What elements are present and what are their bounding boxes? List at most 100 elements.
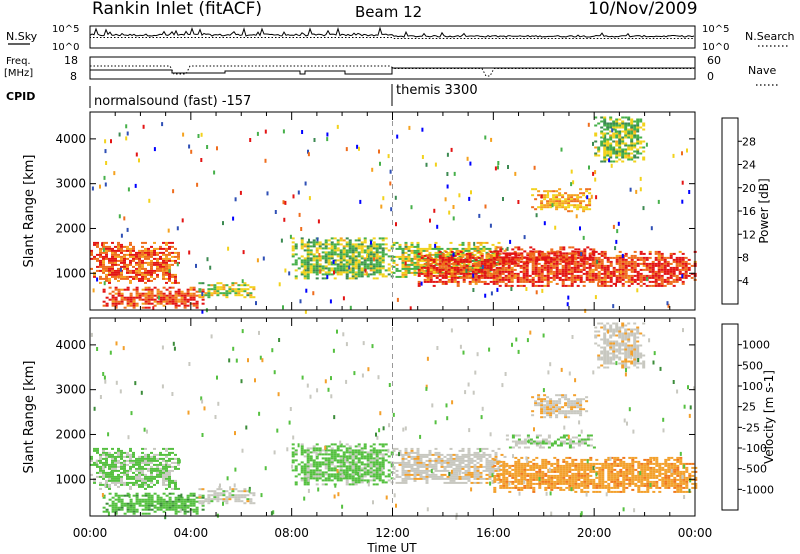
heatmap-cell [672,270,676,273]
heatmap-cell [123,216,126,221]
heatmap-cell [431,475,435,478]
heatmap-cell [132,463,135,466]
heatmap-cell [141,481,144,484]
heatmap-cell [174,457,177,460]
heatmap-cell [381,261,385,264]
heatmap-cell [102,451,105,454]
heatmap-cell [461,471,465,474]
heatmap-cell [517,248,521,251]
heatmap-cell [516,262,520,265]
heatmap-cell [351,251,355,254]
heatmap-cell [375,247,379,250]
heatmap-cell [102,265,105,268]
heatmap-cell [555,208,559,211]
heatmap-cell [171,300,175,303]
heatmap-cell [111,455,114,458]
heatmap-cell [105,277,108,280]
heatmap-cell [535,250,539,253]
heatmap-cell [351,479,355,482]
heatmap-cell [171,506,175,509]
heatmap-cell [165,243,168,246]
heatmap-cell [129,457,132,460]
heatmap-cell [117,461,120,464]
heatmap-cell [495,282,499,285]
heatmap-cell [384,449,388,452]
heatmap-cell [381,471,385,474]
heatmap-cell [309,475,313,478]
heatmap-cell [546,194,550,197]
heatmap-cell [549,280,553,283]
heatmap-cell [558,206,562,209]
heatmap-cell [425,469,429,472]
heatmap-cell [135,502,139,505]
heatmap-cell [138,269,141,272]
heatmap-cell [501,270,505,273]
heatmap-cell [624,124,628,127]
heatmap-cell [165,273,168,276]
heatmap-cell [447,262,451,265]
heatmap-cell [111,481,114,484]
heatmap-cell [126,502,130,505]
heatmap-cell [246,292,250,295]
heatmap-cell [189,502,193,505]
heatmap-cell [360,251,364,254]
heatmap-cell [618,152,622,155]
heatmap-cell [432,264,436,267]
heatmap-cell [422,455,426,458]
heatmap-cell [452,461,456,464]
heatmap-cell [104,149,107,154]
power-ylabel: Slant Range [km] [22,155,37,268]
heatmap-cell [603,148,607,151]
heatmap-cell [333,261,337,264]
heatmap-cell [483,282,487,285]
heatmap-cell [579,262,583,265]
heatmap-cell [455,457,459,460]
heatmap-cell [345,271,349,274]
heatmap-cell [369,457,373,460]
heatmap-cell [678,256,682,259]
heatmap-cell [650,226,653,231]
heatmap-cell [249,498,253,501]
heatmap-cell [348,483,352,486]
heatmap-cell [413,461,417,464]
heatmap-cell [315,255,319,258]
heatmap-cell [511,248,515,251]
heatmap-cell [642,206,645,211]
heatmap-cell [294,451,298,454]
cpid-label: CPID [6,90,35,103]
heatmap-cell [183,500,187,503]
heatmap-cell [552,278,556,281]
heatmap-cell [345,237,349,240]
heatmap-cell [375,277,379,280]
heatmap-cell [468,282,472,285]
heatmap-cell [413,265,417,268]
heatmap-cell [510,280,514,283]
heatmap-cell [216,286,220,289]
heatmap-cell [594,132,598,135]
heatmap-cell [458,475,462,478]
heatmap-cell [102,243,105,246]
heatmap-cell [609,144,613,147]
heatmap-cell [111,453,114,456]
heatmap-cell [532,256,536,259]
heatmap-cell [526,258,530,261]
heatmap-cell [360,479,364,482]
heatmap-cell [312,241,316,244]
heatmap-cell [177,253,180,256]
heatmap-cell [153,304,157,307]
heatmap-cell [369,479,373,482]
heatmap-cell [351,255,355,258]
heatmap-cell [240,290,244,293]
heatmap-cell [425,467,429,470]
heatmap-cell [315,475,319,478]
heatmap-cell [315,273,319,276]
heatmap-cell [147,508,151,511]
heatmap-cell [294,245,298,248]
heatmap-cell [357,243,361,246]
heatmap-cell [144,500,148,503]
heatmap-cell [366,465,370,468]
heatmap-cell [378,453,382,456]
heatmap-cell [141,461,144,464]
heatmap-cell [426,262,430,265]
heatmap-cell [174,275,177,278]
